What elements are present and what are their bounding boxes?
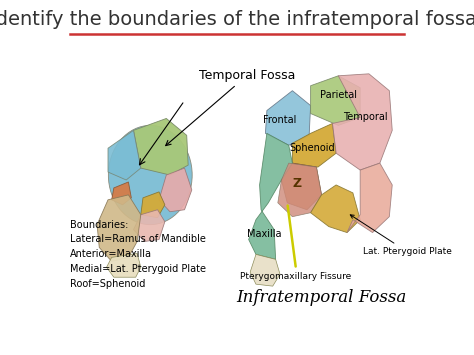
Text: Frontal: Frontal [264, 115, 297, 125]
Polygon shape [310, 185, 360, 233]
Text: Parietal: Parietal [320, 89, 357, 100]
Text: Boundaries:
Lateral=Ramus of Mandible
Anterior=Maxilla
Medial=Lat. Pterygoid Pla: Boundaries: Lateral=Ramus of Mandible An… [70, 220, 206, 289]
Text: Identify the boundaries of the infratemporal fossa.: Identify the boundaries of the infratemp… [0, 10, 474, 29]
Text: Lat. Pterygoid Plate: Lat. Pterygoid Plate [350, 215, 452, 256]
Polygon shape [134, 210, 165, 241]
Polygon shape [265, 91, 310, 145]
Ellipse shape [109, 125, 192, 225]
Polygon shape [278, 163, 321, 217]
Polygon shape [108, 130, 141, 180]
Polygon shape [282, 163, 321, 210]
Polygon shape [249, 133, 292, 260]
Text: Temporal Fossa: Temporal Fossa [166, 69, 295, 146]
Polygon shape [250, 255, 280, 286]
Polygon shape [347, 163, 392, 233]
Polygon shape [107, 253, 141, 277]
Polygon shape [134, 119, 188, 175]
Text: Maxilla: Maxilla [246, 229, 281, 239]
Polygon shape [310, 76, 360, 125]
Text: Sphenoid: Sphenoid [289, 143, 335, 153]
Polygon shape [97, 195, 141, 261]
Text: Z: Z [293, 177, 302, 190]
Text: Pterygomaxillary Fissure: Pterygomaxillary Fissure [240, 272, 352, 281]
Polygon shape [112, 182, 131, 205]
Polygon shape [141, 192, 165, 218]
Polygon shape [159, 168, 192, 212]
Text: Infratemporal Fossa: Infratemporal Fossa [237, 289, 407, 306]
Polygon shape [292, 124, 336, 167]
Polygon shape [332, 74, 392, 170]
Text: Temporal: Temporal [343, 113, 388, 122]
